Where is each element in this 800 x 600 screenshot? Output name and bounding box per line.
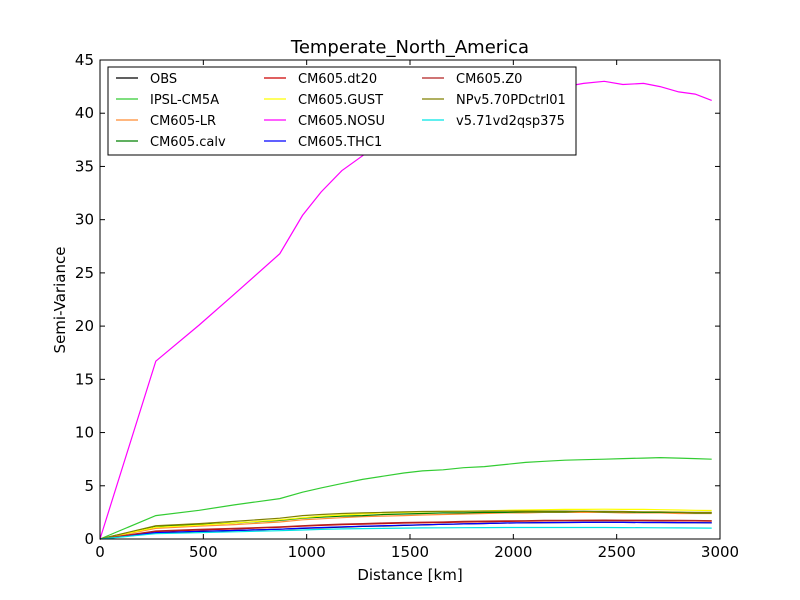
legend-label: CM605.THC1 — [298, 135, 382, 150]
y-tick-label: 10 — [75, 424, 94, 442]
x-tick-label: 3000 — [701, 543, 739, 561]
series-line-8 — [99, 519, 712, 540]
legend-label: CM605.dt20 — [298, 72, 377, 87]
legend-label: CM605-LR — [150, 114, 216, 129]
legend-label: OBS — [150, 72, 177, 87]
y-tick-label: 5 — [84, 477, 94, 495]
legend-label: CM605.NOSU — [298, 114, 385, 129]
legend-label: NPv5.70PDctrl01 — [456, 93, 566, 108]
legend-item: CM605.dt20 — [264, 72, 377, 87]
legend-item: NPv5.70PDctrl01 — [422, 93, 566, 108]
legend-label: CM605.GUST — [298, 93, 383, 108]
legend-item: CM605.calv — [116, 135, 226, 150]
x-tick-label: 2000 — [494, 543, 532, 561]
y-tick-label: 35 — [75, 157, 94, 175]
x-tick-label: 1500 — [391, 543, 429, 561]
plot-lines — [99, 80, 712, 540]
y-tick-label: 25 — [75, 264, 94, 282]
legend: OBS IPSL-CM5A CM605-LR CM605.calv CM605.dt20… — [107, 66, 577, 156]
y-tick-label: 45 — [75, 51, 94, 69]
series-line-7 — [99, 521, 712, 540]
series-line-10 — [99, 526, 712, 540]
series-line-2 — [99, 511, 712, 540]
legend-box — [107, 66, 577, 156]
x-axis: 0 500 1000 1500 2000 2500 3000 — [95, 60, 739, 561]
y-tick-label: 20 — [75, 317, 94, 335]
legend-item: CM605-LR — [116, 114, 216, 129]
legend-label: CM605.Z0 — [456, 72, 522, 87]
legend-item: IPSL-CM5A — [116, 93, 219, 108]
y-tick-label: 30 — [75, 211, 94, 229]
chart-title: Temperate_North_America — [290, 37, 529, 58]
legend-item: OBS — [116, 72, 177, 87]
x-tick-label: 500 — [189, 543, 218, 561]
legend-item: v5.71vd2qsp375 — [422, 114, 565, 129]
legend-label: IPSL-CM5A — [150, 93, 219, 108]
y-tick-label: 0 — [84, 530, 94, 548]
series-line-1 — [99, 456, 712, 540]
x-tick-label: 2500 — [598, 543, 636, 561]
legend-item: CM605.NOSU — [264, 114, 385, 129]
y-tick-label: 40 — [75, 104, 94, 122]
x-tick-label: 0 — [95, 543, 105, 561]
x-axis-label: Distance [km] — [357, 566, 462, 584]
y-tick-label: 15 — [75, 370, 94, 388]
legend-item: CM605.GUST — [264, 93, 383, 108]
legend-label: v5.71vd2qsp375 — [456, 114, 565, 129]
series-line-9 — [99, 510, 712, 540]
y-axis-label: Semi-Variance — [51, 247, 69, 354]
x-tick-label: 1000 — [288, 543, 326, 561]
legend-item: CM605.Z0 — [422, 72, 522, 87]
y-axis: 0 5 10 15 20 25 30 35 40 45 — [75, 51, 720, 548]
legend-label: CM605.calv — [150, 135, 226, 150]
legend-item: CM605.THC1 — [264, 135, 382, 150]
